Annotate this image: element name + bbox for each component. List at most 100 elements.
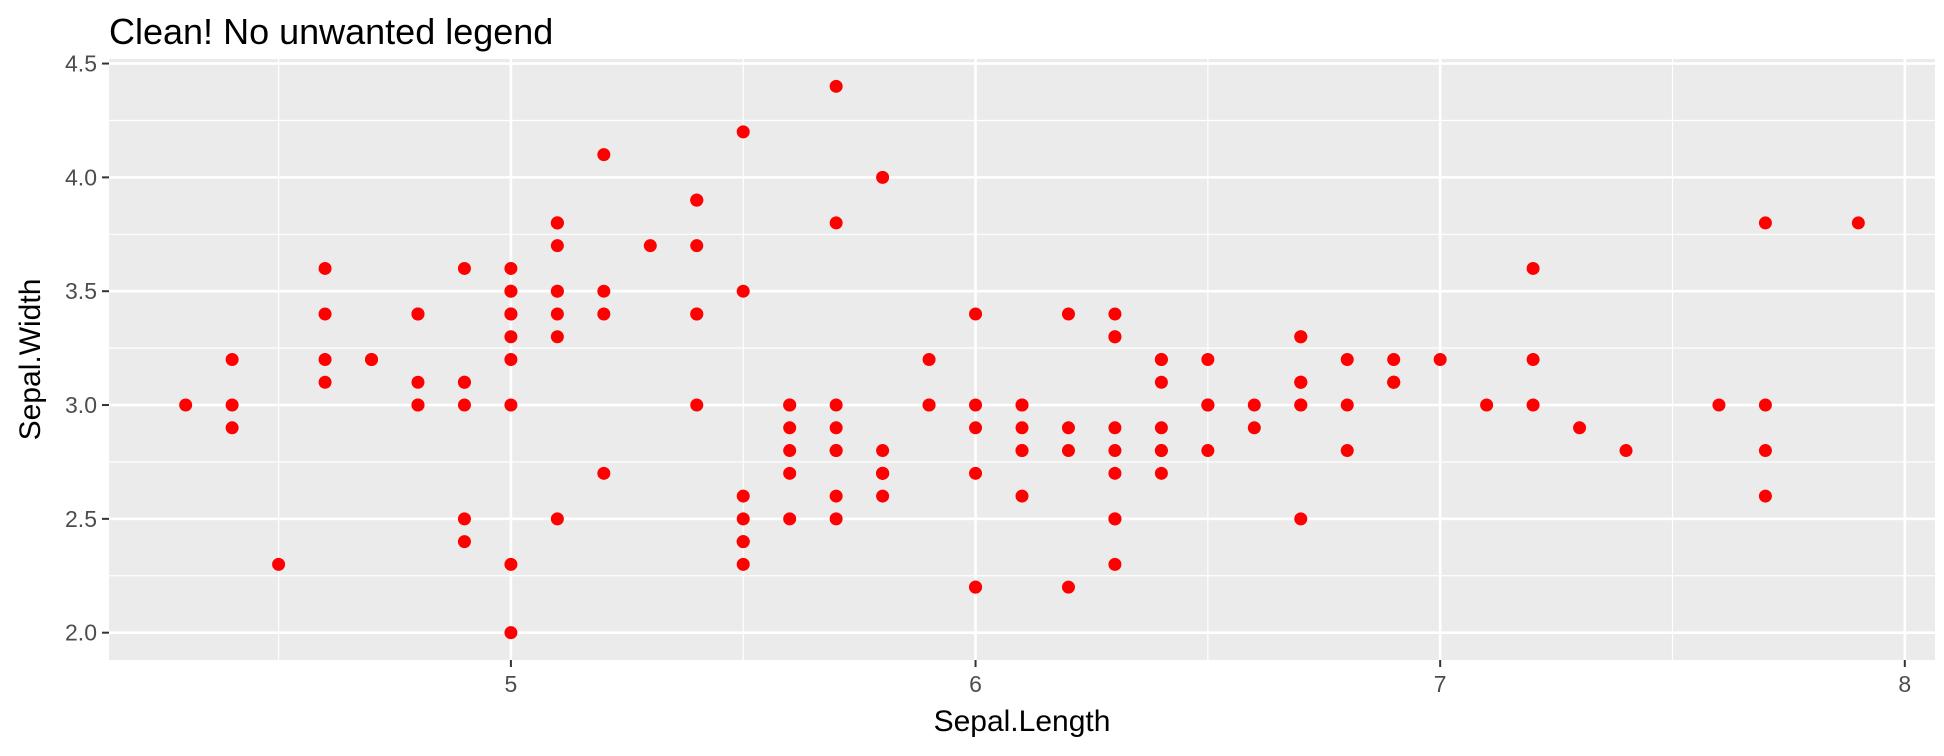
data-point	[829, 444, 843, 458]
data-point	[1061, 421, 1075, 435]
data-point	[365, 353, 379, 366]
data-point	[457, 261, 471, 275]
data-point	[504, 353, 518, 366]
plot-panel	[109, 59, 1935, 660]
data-point	[969, 398, 983, 412]
data-point	[411, 375, 425, 389]
data-point	[736, 557, 750, 571]
data-point	[1294, 512, 1308, 526]
data-point	[318, 307, 332, 321]
data-point	[922, 353, 936, 366]
data-point	[736, 535, 750, 549]
data-point	[829, 421, 843, 435]
data-point	[597, 466, 611, 480]
data-point	[411, 307, 425, 321]
data-point	[829, 79, 843, 93]
x-tick-label: 8	[1898, 671, 1911, 697]
data-point	[1108, 307, 1122, 321]
data-point	[1433, 353, 1447, 366]
data-point	[504, 557, 518, 571]
data-point	[318, 353, 332, 366]
data-point	[829, 216, 843, 230]
data-point	[1108, 512, 1122, 526]
data-point	[179, 398, 193, 412]
data-point	[1108, 466, 1122, 480]
y-tick-label: 3.5	[65, 278, 97, 304]
data-point	[783, 466, 797, 480]
data-point	[272, 557, 286, 571]
data-point	[1526, 261, 1540, 275]
data-point	[1294, 375, 1308, 389]
data-point	[1573, 421, 1587, 435]
data-point	[1154, 375, 1168, 389]
data-point	[690, 307, 704, 321]
y-tick-label: 3.0	[65, 392, 97, 418]
data-point	[1758, 398, 1772, 412]
data-point	[504, 307, 518, 321]
data-point	[550, 512, 564, 526]
data-point	[550, 216, 564, 230]
data-point	[318, 375, 332, 389]
data-point	[1154, 421, 1168, 435]
data-point	[690, 239, 704, 253]
data-point	[550, 239, 564, 253]
data-point	[1108, 421, 1122, 435]
data-point	[1015, 444, 1029, 458]
data-point	[1015, 398, 1029, 412]
data-point	[504, 261, 518, 275]
data-point	[1340, 444, 1354, 458]
data-point	[876, 489, 890, 503]
data-point	[225, 353, 239, 366]
data-point	[1526, 398, 1540, 412]
x-axis: 5 6 7 8	[505, 660, 1911, 697]
y-axis-title: Sepal.Width	[14, 279, 47, 441]
x-tick-label: 5	[505, 671, 518, 697]
chart-title: Clean! No unwanted legend	[109, 11, 553, 52]
data-point	[411, 398, 425, 412]
data-point	[1294, 398, 1308, 412]
data-point	[690, 398, 704, 412]
data-point	[736, 284, 750, 298]
data-point	[318, 261, 332, 275]
data-point	[457, 535, 471, 549]
data-point	[829, 398, 843, 412]
data-point	[504, 398, 518, 412]
data-point	[1154, 466, 1168, 480]
grid-major	[109, 59, 1935, 660]
data-point	[1758, 444, 1772, 458]
y-tick-label: 4.0	[65, 164, 97, 190]
data-point	[225, 421, 239, 435]
data-point	[597, 284, 611, 298]
data-point	[783, 444, 797, 458]
data-points	[179, 79, 1865, 640]
data-point	[1108, 444, 1122, 458]
data-point	[876, 466, 890, 480]
data-point	[1061, 307, 1075, 321]
data-point	[1061, 444, 1075, 458]
x-tick-label: 7	[1434, 671, 1447, 697]
data-point	[969, 466, 983, 480]
data-point	[876, 170, 890, 184]
data-point	[1247, 421, 1261, 435]
x-tick-label: 6	[969, 671, 982, 697]
x-axis-title: Sepal.Length	[934, 705, 1111, 738]
data-point	[1108, 557, 1122, 571]
data-point	[1201, 398, 1215, 412]
data-point	[1108, 330, 1122, 344]
data-point	[1712, 398, 1726, 412]
data-point	[457, 375, 471, 389]
data-point	[1851, 216, 1865, 230]
y-axis: 2.0 2.5 3.0 3.5 4.0 4.5	[65, 51, 109, 646]
data-point	[457, 512, 471, 526]
data-point	[550, 330, 564, 344]
data-point	[1387, 353, 1401, 366]
data-point	[504, 330, 518, 344]
data-point	[783, 398, 797, 412]
data-point	[1201, 353, 1215, 366]
data-point	[1294, 330, 1308, 344]
data-point	[457, 398, 471, 412]
data-point	[1387, 375, 1401, 389]
data-point	[1526, 353, 1540, 366]
data-point	[1247, 398, 1261, 412]
